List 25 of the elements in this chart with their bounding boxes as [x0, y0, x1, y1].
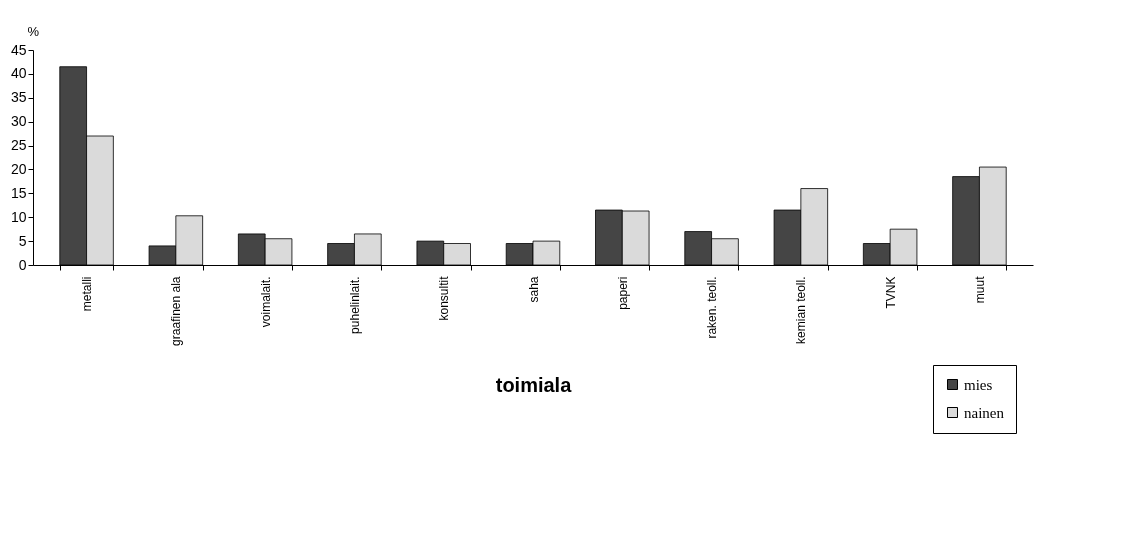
y-tick-label: 10	[10, 208, 27, 225]
x-tick-label: kemian teoll.	[794, 276, 809, 344]
y-tick-label: 5	[18, 232, 27, 249]
x-tick-label: puhelinlait.	[347, 276, 362, 334]
x-tick-label: konsultit	[437, 275, 452, 321]
x-tick-label: TVNK	[883, 276, 898, 309]
x-axis-title: toimiala	[495, 373, 573, 396]
y-tick-label: 35	[10, 89, 27, 106]
y-tick-label: 25	[10, 137, 27, 154]
x-tick-label: muut	[972, 275, 987, 304]
y-axis-title: %	[27, 23, 40, 39]
x-tick-label: saha	[526, 276, 541, 303]
x-tick-label: graafinen ala	[169, 276, 184, 346]
y-tick-label: 15	[10, 184, 27, 201]
x-tick-label: metalli	[80, 276, 95, 312]
y-tick-label: 40	[10, 65, 27, 82]
x-tick-label: voimalait.	[258, 276, 273, 328]
legend-label: mies	[964, 376, 993, 393]
y-tick-label: 0	[18, 256, 27, 273]
y-tick-label: 20	[10, 160, 27, 177]
y-tick-label: 30	[10, 113, 27, 130]
legend-label: nainen	[964, 404, 1005, 421]
x-tick-label: paperi	[615, 276, 630, 310]
x-tick-label: raken. teoll.	[705, 276, 720, 339]
y-tick-label: 45	[10, 41, 27, 58]
